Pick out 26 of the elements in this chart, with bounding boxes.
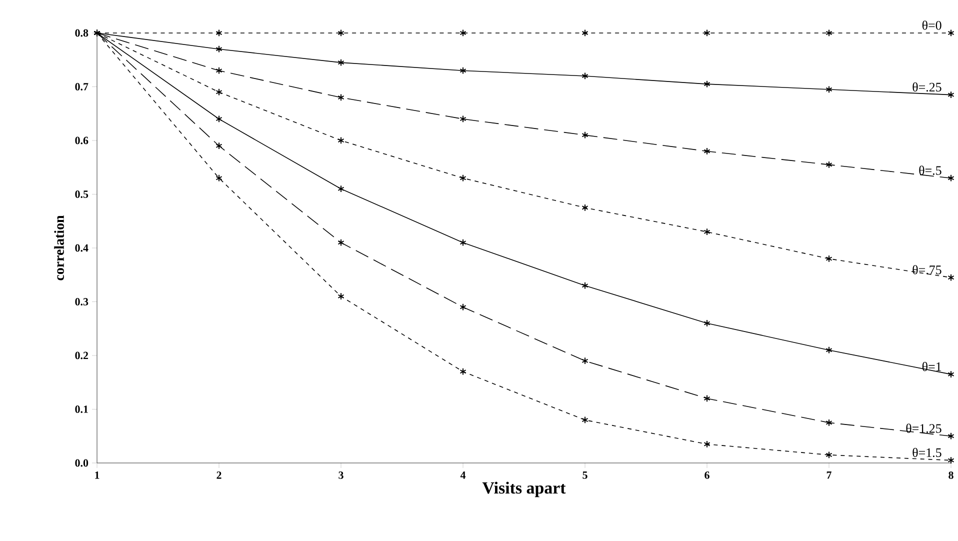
y-tick-label: 0.0 — [75, 459, 88, 467]
x-tick-label: 5 — [582, 472, 588, 479]
x-tick-label: 4 — [460, 472, 466, 479]
x-tick-label: 7 — [826, 472, 832, 479]
y-tick-label: 0.1 — [75, 406, 88, 413]
y-tick-label: 0.4 — [75, 244, 88, 252]
series-label: θ=0 — [922, 20, 942, 30]
y-tick-label: 0.5 — [75, 190, 88, 198]
series-label: θ=.75 — [912, 265, 942, 274]
y-tick-label: 0.2 — [75, 352, 88, 360]
x-tick-label: 6 — [704, 472, 710, 479]
y-axis-title: correlation — [54, 215, 64, 280]
series-label: θ=1.5 — [912, 448, 942, 458]
series-label: θ=1.25 — [906, 424, 942, 433]
series-label: θ=1 — [922, 362, 942, 372]
series-label: θ=.5 — [919, 166, 942, 175]
y-tick-label: 0.7 — [75, 83, 88, 90]
x-tick-label: 2 — [216, 472, 222, 479]
y-tick-label: 0.8 — [75, 29, 88, 37]
x-tick-label: 1 — [95, 472, 100, 479]
x-tick-label: 3 — [338, 472, 344, 479]
y-tick-label: 0.6 — [75, 136, 88, 144]
x-tick-label: 8 — [948, 472, 954, 479]
y-tick-label: 0.3 — [75, 298, 88, 306]
series-label: θ=.25 — [912, 82, 942, 92]
x-axis-title: Visits apart — [482, 482, 566, 498]
